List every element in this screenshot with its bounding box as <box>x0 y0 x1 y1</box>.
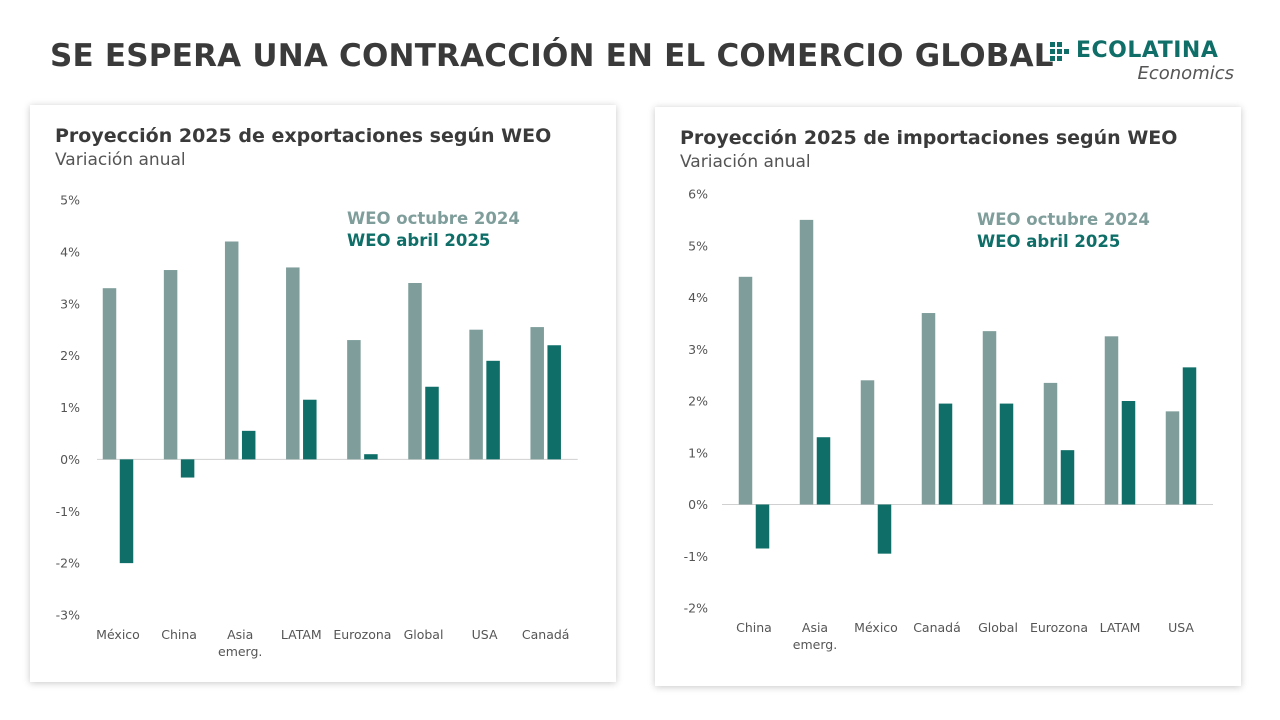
exports-chart-plot: 5% 4% 3% 2% 1% 0% -1% -2% -3% México China Asia emer… <box>56 193 578 659</box>
page-title: SE ESPERA UNA CONTRACCIÓN EN EL COMERCIO… <box>50 38 1054 74</box>
bar-weo-octubre-2024 <box>1165 411 1180 505</box>
y-tick-label: 3% <box>60 296 80 311</box>
y-tick-label: 2% <box>688 394 708 409</box>
bar-weo-abril-2025 <box>1182 367 1197 505</box>
bar-weo-abril-2025 <box>877 504 892 554</box>
y-tick-label: 5% <box>60 193 80 208</box>
bar-weo-octubre-2024 <box>738 276 753 505</box>
bar-weo-octubre-2024 <box>224 241 239 460</box>
bar-weo-abril-2025 <box>938 403 953 505</box>
x-category-label: Global <box>404 627 444 642</box>
y-tick-label: -3% <box>56 608 80 623</box>
imports-chart-legend: WEO octubre 2024 WEO abril 2025 <box>977 209 1150 253</box>
x-category-label: LATAM <box>281 627 322 642</box>
bar-weo-octubre-2024 <box>163 270 178 460</box>
y-tick-label: 1% <box>688 445 708 460</box>
bar-weo-octubre-2024 <box>1104 336 1119 505</box>
legend-abril: WEO abril 2025 <box>977 232 1121 251</box>
exports-chart-legend: WEO octubre 2024 WEO abril 2025 <box>347 208 520 252</box>
bar-weo-abril-2025 <box>180 459 195 478</box>
y-tick-label: 3% <box>688 342 708 357</box>
x-category-label: USA <box>472 627 498 642</box>
y-tick-label: -2% <box>56 556 80 571</box>
x-category-label: México <box>854 620 898 635</box>
bar-weo-abril-2025 <box>1060 450 1075 505</box>
bar-weo-octubre-2024 <box>286 267 300 460</box>
bar-weo-octubre-2024 <box>860 380 875 505</box>
bar-weo-octubre-2024 <box>408 283 422 460</box>
x-category-label: Asia emerg. <box>218 627 262 659</box>
bar-weo-abril-2025 <box>119 459 134 564</box>
bar-weo-abril-2025 <box>999 403 1014 505</box>
y-tick-label: 4% <box>688 290 708 305</box>
x-category-label: Asia emerg. <box>793 620 837 652</box>
logo-subtitle: Economics <box>1137 63 1234 84</box>
bar-weo-octubre-2024 <box>1043 382 1058 505</box>
y-tick-label: 0% <box>688 497 708 512</box>
imports-chart-card: Proyección 2025 de importaciones según W… <box>655 107 1241 686</box>
y-tick-label: 2% <box>60 348 80 363</box>
exports-chart-title: Proyección 2025 de exportaciones según W… <box>55 125 552 147</box>
x-category-label: Canadá <box>522 627 570 642</box>
x-category-label: México <box>96 627 140 642</box>
bar-weo-abril-2025 <box>303 399 317 460</box>
exports-chart-subtitle: Variación anual <box>55 150 186 170</box>
bar-weo-octubre-2024 <box>982 331 997 505</box>
bar-weo-abril-2025 <box>364 454 378 460</box>
exports-chart-card: Proyección 2025 de exportaciones según W… <box>30 105 616 682</box>
x-category-label: China <box>736 620 772 635</box>
x-category-label: Global <box>978 620 1018 635</box>
imports-chart-plot: 6% 5% 4% 3% 2% 1% 0% -1% -2% China Asia emerg. Méxic… <box>684 187 1213 652</box>
logo-name: ECOLATINA <box>1076 38 1219 63</box>
bar-weo-octubre-2024 <box>347 340 361 460</box>
bar-weo-abril-2025 <box>241 430 256 460</box>
x-category-label: China <box>161 627 197 642</box>
y-tick-label: 0% <box>60 452 80 467</box>
bar-weo-abril-2025 <box>547 345 561 460</box>
x-category-label: Eurozona <box>333 627 391 642</box>
legend-octubre: WEO octubre 2024 <box>977 210 1150 229</box>
y-tick-label: -2% <box>684 601 708 616</box>
legend-abril: WEO abril 2025 <box>347 231 491 250</box>
y-tick-label: 4% <box>60 244 80 259</box>
x-category-label: USA <box>1168 620 1194 635</box>
y-tick-label: -1% <box>56 504 80 519</box>
bar-weo-octubre-2024 <box>921 313 936 505</box>
bar-weo-octubre-2024 <box>102 288 117 460</box>
y-tick-label: 5% <box>688 238 708 253</box>
bar-weo-octubre-2024 <box>530 327 544 460</box>
bar-weo-abril-2025 <box>755 504 770 549</box>
imports-chart-title: Proyección 2025 de importaciones según W… <box>680 127 1178 149</box>
bar-weo-abril-2025 <box>1121 401 1136 505</box>
bar-weo-abril-2025 <box>425 386 439 460</box>
legend-octubre: WEO octubre 2024 <box>347 209 520 228</box>
x-category-label: Canadá <box>913 620 961 635</box>
imports-chart-subtitle: Variación anual <box>680 152 811 172</box>
bar-weo-octubre-2024 <box>799 219 814 505</box>
y-tick-label: -1% <box>684 549 708 564</box>
x-category-label: LATAM <box>1100 620 1141 635</box>
y-tick-label: 6% <box>688 187 708 202</box>
bar-weo-octubre-2024 <box>469 329 483 460</box>
bar-weo-abril-2025 <box>486 360 500 460</box>
x-category-label: Eurozona <box>1030 620 1088 635</box>
ecolatina-logo: ECOLATINA Economics <box>1044 38 1234 86</box>
logo-mark-icon <box>1050 42 1070 62</box>
bar-weo-abril-2025 <box>816 437 831 505</box>
y-tick-label: 1% <box>60 400 80 415</box>
